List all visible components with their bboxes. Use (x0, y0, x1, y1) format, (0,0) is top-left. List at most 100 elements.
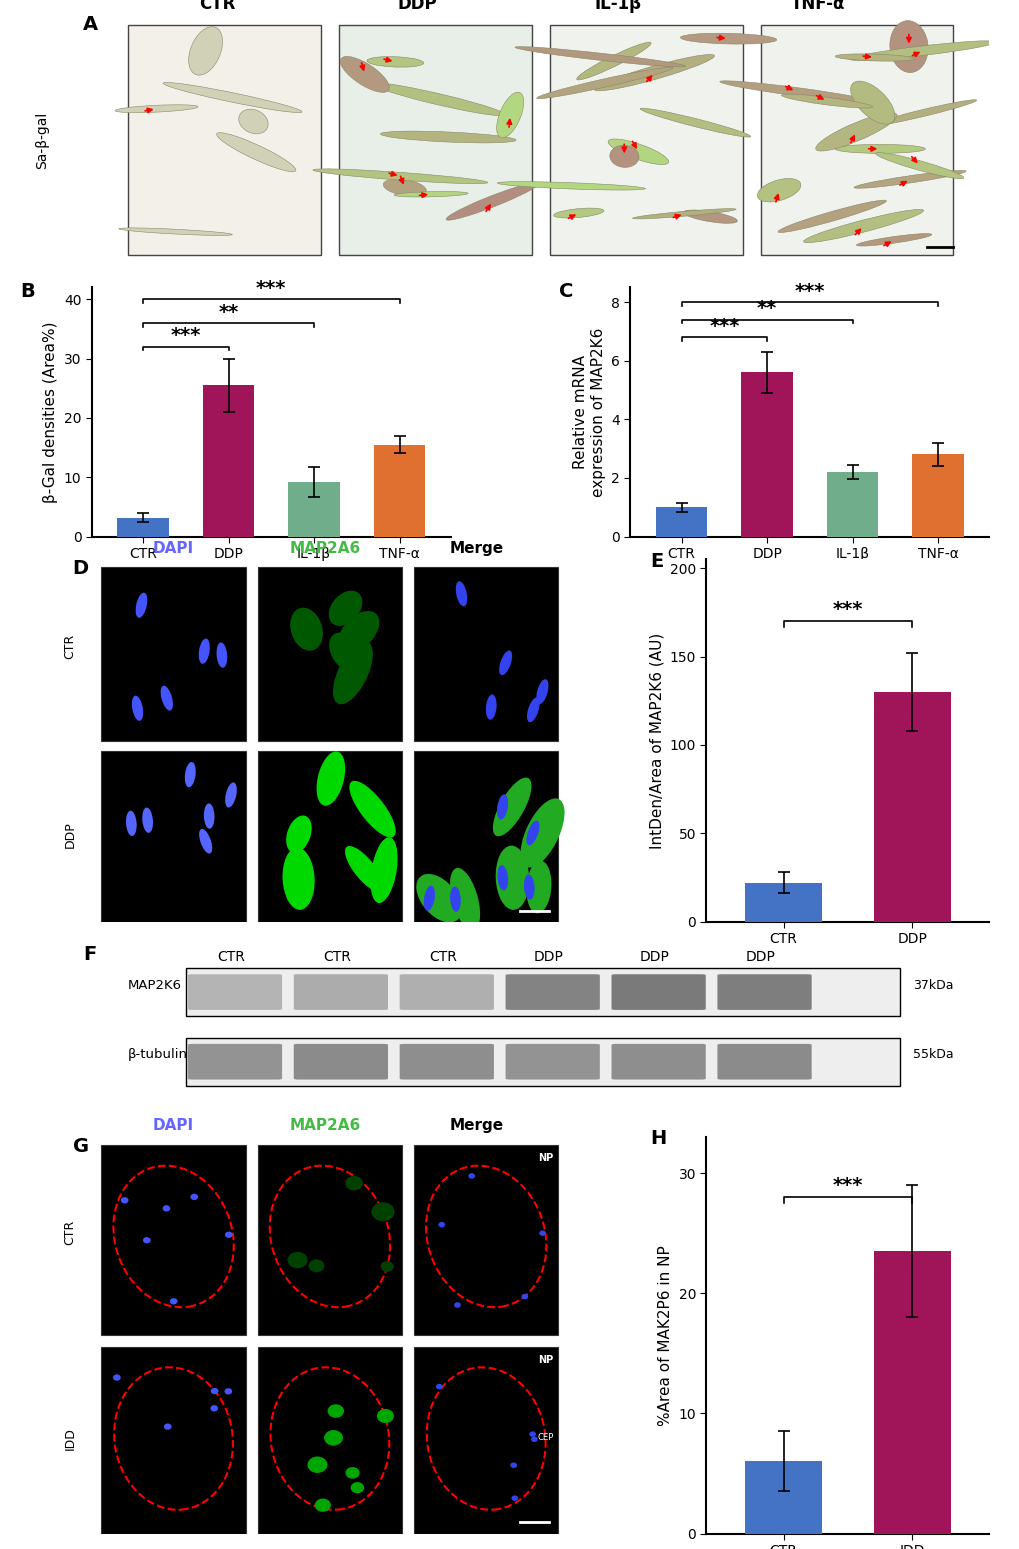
Text: A: A (83, 15, 98, 34)
Text: IDD: IDD (63, 1427, 76, 1450)
FancyBboxPatch shape (127, 25, 320, 254)
FancyBboxPatch shape (549, 25, 742, 254)
Circle shape (307, 1456, 327, 1473)
Circle shape (143, 1238, 151, 1244)
Text: F: F (83, 945, 96, 963)
FancyBboxPatch shape (101, 1145, 246, 1335)
Circle shape (309, 1259, 324, 1272)
FancyBboxPatch shape (258, 1145, 401, 1335)
Text: 55kDa: 55kDa (912, 1049, 953, 1061)
FancyBboxPatch shape (716, 974, 811, 1010)
Bar (873, 692, 950, 922)
Circle shape (511, 1495, 518, 1501)
Circle shape (453, 1303, 461, 1307)
Ellipse shape (393, 192, 468, 197)
FancyBboxPatch shape (611, 974, 705, 1010)
Text: D: D (72, 559, 89, 578)
Bar (744, 883, 821, 922)
Text: NP: NP (538, 1152, 553, 1163)
Y-axis label: Relative mRNA
expression of MAP2K6: Relative mRNA expression of MAP2K6 (573, 327, 605, 497)
Ellipse shape (238, 108, 268, 133)
Circle shape (380, 1261, 393, 1272)
Text: MAP2K6: MAP2K6 (127, 979, 181, 991)
Text: Merge: Merge (449, 541, 503, 556)
FancyBboxPatch shape (611, 1044, 705, 1080)
Ellipse shape (889, 20, 927, 73)
Y-axis label: %Area of MAK2P6 in NP: %Area of MAK2P6 in NP (657, 1245, 673, 1425)
Y-axis label: β-Gal densities (Area%): β-Gal densities (Area%) (43, 321, 58, 503)
FancyBboxPatch shape (760, 25, 953, 254)
Text: ***: *** (256, 279, 286, 297)
Ellipse shape (199, 829, 212, 853)
Bar (203, 386, 254, 536)
Text: G: G (72, 1137, 89, 1156)
Text: CTR: CTR (199, 0, 235, 12)
Circle shape (376, 1410, 393, 1424)
Ellipse shape (495, 846, 529, 909)
Circle shape (224, 1388, 232, 1394)
Text: IL-1β: IL-1β (594, 0, 641, 12)
Text: **: ** (756, 299, 776, 319)
Ellipse shape (380, 132, 516, 143)
Circle shape (344, 1176, 363, 1191)
Text: β-tubulin: β-tubulin (127, 1049, 187, 1061)
Text: CTR: CTR (63, 1219, 76, 1245)
Ellipse shape (449, 886, 461, 912)
Bar (117, 517, 168, 536)
Ellipse shape (536, 67, 673, 99)
Ellipse shape (856, 234, 931, 246)
FancyBboxPatch shape (414, 1145, 557, 1335)
Ellipse shape (874, 152, 963, 178)
Ellipse shape (340, 56, 389, 93)
Bar (912, 454, 963, 536)
Ellipse shape (290, 607, 323, 651)
FancyBboxPatch shape (101, 1348, 246, 1538)
Circle shape (345, 1467, 360, 1479)
Text: CTR: CTR (217, 950, 245, 963)
Ellipse shape (184, 762, 196, 787)
Circle shape (468, 1173, 475, 1179)
Ellipse shape (497, 864, 507, 891)
Circle shape (438, 1222, 444, 1227)
FancyBboxPatch shape (258, 751, 401, 925)
Text: ***: *** (708, 318, 739, 336)
Ellipse shape (423, 886, 434, 911)
FancyBboxPatch shape (185, 1038, 899, 1086)
FancyBboxPatch shape (185, 968, 899, 1016)
FancyBboxPatch shape (187, 974, 282, 1010)
Ellipse shape (803, 209, 922, 243)
Text: ***: *** (832, 1176, 862, 1196)
Text: MAP2A6: MAP2A6 (289, 1118, 361, 1134)
Ellipse shape (199, 638, 210, 665)
Bar (826, 472, 877, 536)
FancyBboxPatch shape (716, 1044, 811, 1080)
Circle shape (371, 1202, 394, 1221)
Text: DDP: DDP (63, 821, 76, 849)
Ellipse shape (640, 108, 750, 138)
Text: TNF-α: TNF-α (790, 0, 845, 12)
Text: 37kDa: 37kDa (912, 979, 953, 991)
Ellipse shape (497, 181, 645, 191)
Circle shape (162, 1205, 170, 1211)
FancyBboxPatch shape (505, 1044, 599, 1080)
Circle shape (224, 1231, 232, 1238)
Text: DAPI: DAPI (153, 541, 194, 556)
Ellipse shape (781, 94, 871, 108)
Ellipse shape (496, 795, 507, 819)
Ellipse shape (515, 46, 685, 67)
Circle shape (170, 1298, 177, 1304)
Ellipse shape (316, 751, 344, 805)
Ellipse shape (189, 26, 222, 76)
Text: NP: NP (538, 1355, 553, 1365)
Circle shape (529, 1431, 535, 1437)
Y-axis label: IntDen/Area of MAP2K6 (AU): IntDen/Area of MAP2K6 (AU) (648, 632, 663, 849)
Circle shape (539, 1230, 545, 1236)
Text: ***: *** (170, 327, 201, 345)
Ellipse shape (850, 81, 894, 124)
FancyBboxPatch shape (399, 1044, 493, 1080)
Ellipse shape (332, 641, 373, 705)
Bar (873, 1252, 950, 1534)
Circle shape (531, 1436, 537, 1442)
Bar (741, 372, 792, 536)
Circle shape (211, 1388, 218, 1394)
